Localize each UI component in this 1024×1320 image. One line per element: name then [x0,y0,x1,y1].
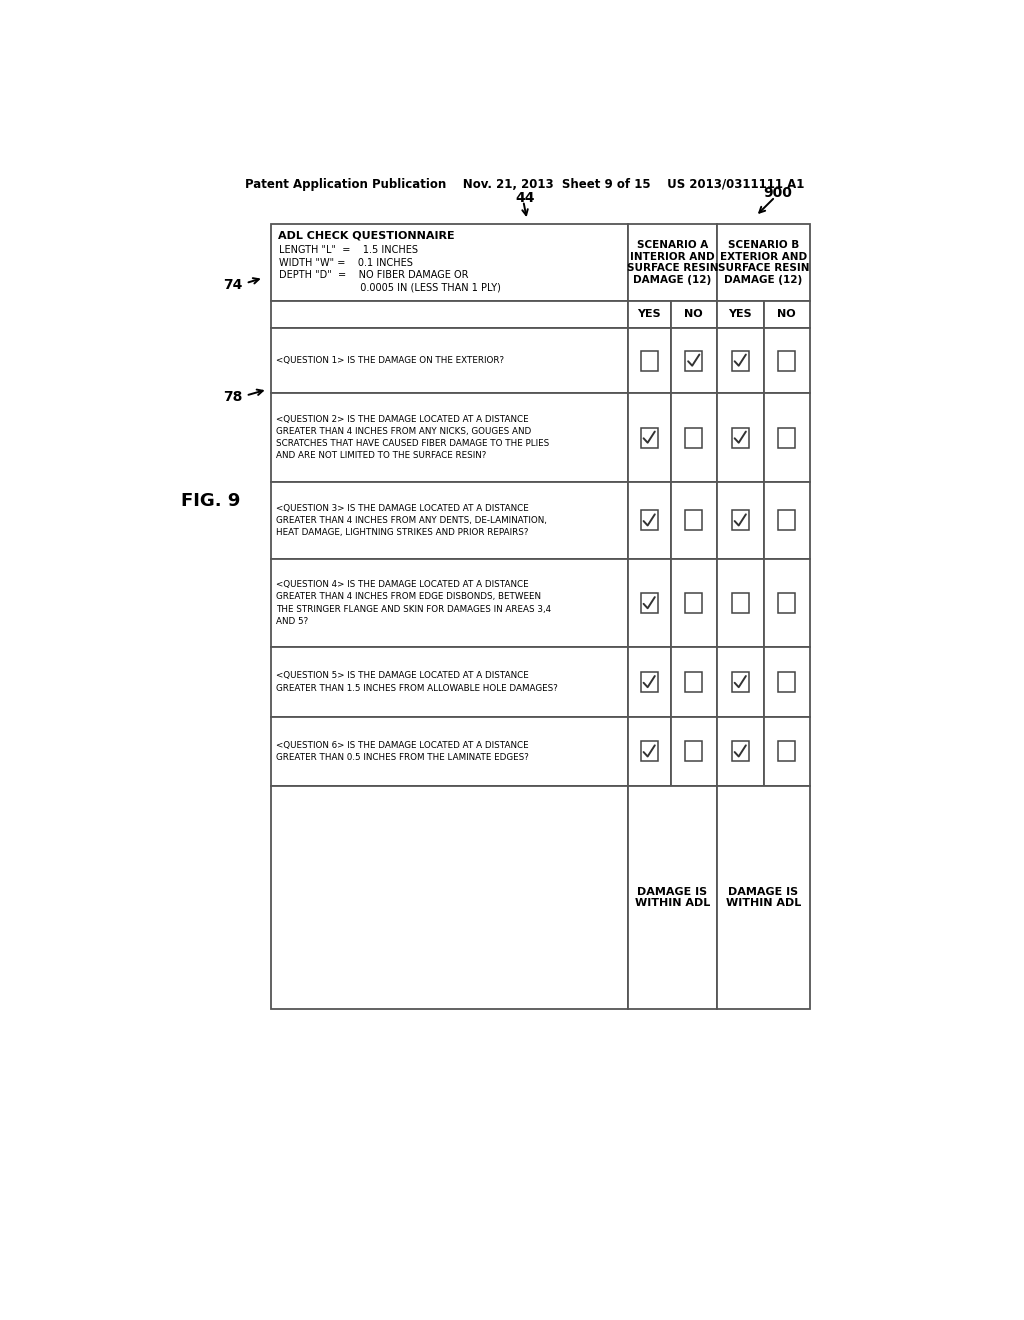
Text: NO: NO [684,309,703,319]
Bar [717,301,764,327]
Bar [271,393,628,482]
Bar [732,511,749,531]
Bar [778,672,796,692]
Text: DAMAGE IS
WITHIN ADL: DAMAGE IS WITHIN ADL [726,887,801,908]
Text: 0.0005 IN (LESS THAN 1 PLY): 0.0005 IN (LESS THAN 1 PLY) [280,282,501,292]
Bar [271,647,628,717]
Bar [628,393,671,482]
Bar [717,717,764,785]
Text: <QUESTION 2> IS THE DAMAGE LOCATED AT A DISTANCE
GREATER THAN 4 INCHES FROM ANY : <QUESTION 2> IS THE DAMAGE LOCATED AT A … [276,414,549,461]
Bar [732,742,749,762]
Bar [628,224,717,301]
Bar [717,482,764,558]
Bar [732,593,749,612]
Bar [717,327,764,393]
Text: 900: 900 [764,186,793,201]
Text: 74: 74 [223,279,243,293]
Text: <QUESTION 3> IS THE DAMAGE LOCATED AT A DISTANCE
GREATER THAN 4 INCHES FROM ANY : <QUESTION 3> IS THE DAMAGE LOCATED AT A … [276,504,547,537]
Text: <QUESTION 1> IS THE DAMAGE ON THE EXTERIOR?: <QUESTION 1> IS THE DAMAGE ON THE EXTERI… [276,356,504,366]
Text: <QUESTION 6> IS THE DAMAGE LOCATED AT A DISTANCE
GREATER THAN 0.5 INCHES FROM TH: <QUESTION 6> IS THE DAMAGE LOCATED AT A … [276,741,529,762]
Text: DAMAGE IS
WITHIN ADL: DAMAGE IS WITHIN ADL [635,887,710,908]
Bar [271,224,628,301]
Bar [641,511,657,531]
Text: ADL CHECK QUESTIONNAIRE: ADL CHECK QUESTIONNAIRE [278,230,455,240]
Bar [778,428,796,447]
Text: FIG. 9: FIG. 9 [180,492,240,510]
Bar [778,593,796,612]
Bar [685,593,702,612]
Bar [732,672,749,692]
Bar [641,742,657,762]
Bar [671,393,717,482]
Bar [671,558,717,647]
Bar [671,647,717,717]
Bar [271,785,628,1010]
Text: SCENARIO B
EXTERIOR AND
SURFACE RESIN
DAMAGE (12): SCENARIO B EXTERIOR AND SURFACE RESIN DA… [718,240,809,285]
Bar [628,647,671,717]
Bar [628,717,671,785]
Bar [764,647,810,717]
Bar [641,672,657,692]
Text: <QUESTION 5> IS THE DAMAGE LOCATED AT A DISTANCE
GREATER THAN 1.5 INCHES FROM AL: <QUESTION 5> IS THE DAMAGE LOCATED AT A … [276,672,558,693]
Bar [732,428,749,447]
Text: Patent Application Publication    Nov. 21, 2013  Sheet 9 of 15    US 2013/031111: Patent Application Publication Nov. 21, … [245,178,805,190]
Bar [628,482,671,558]
Bar [717,647,764,717]
Bar [271,482,628,558]
Text: WIDTH "W" =    0.1 INCHES: WIDTH "W" = 0.1 INCHES [280,257,413,268]
Bar [764,482,810,558]
Bar [628,301,671,327]
Bar [685,742,702,762]
Text: 78: 78 [223,391,243,404]
Bar [717,393,764,482]
Bar [641,428,657,447]
Bar [778,351,796,371]
Bar [685,672,702,692]
Bar [685,351,702,371]
Bar [271,301,628,327]
Bar [764,301,810,327]
Bar [628,785,717,1010]
Bar [732,351,749,371]
Bar [628,327,671,393]
Bar [271,558,628,647]
Text: SCENARIO A
INTERIOR AND
SURFACE RESIN
DAMAGE (12): SCENARIO A INTERIOR AND SURFACE RESIN DA… [627,240,718,285]
Bar [778,511,796,531]
Bar [717,558,764,647]
Bar [764,558,810,647]
Bar [671,327,717,393]
Text: LENGTH "L"  =    1.5 INCHES: LENGTH "L" = 1.5 INCHES [280,246,418,255]
Bar [628,558,671,647]
Bar [717,224,810,301]
Bar [671,301,717,327]
Bar [271,327,628,393]
Bar [764,717,810,785]
Bar [271,717,628,785]
Text: DEPTH "D"  =    NO FIBER DAMAGE OR: DEPTH "D" = NO FIBER DAMAGE OR [280,271,469,280]
Bar [641,351,657,371]
Bar [764,393,810,482]
Text: 44: 44 [515,191,535,206]
Text: YES: YES [728,309,752,319]
Bar [764,327,810,393]
Text: YES: YES [637,309,662,319]
Bar [671,717,717,785]
Bar [641,593,657,612]
Bar [717,785,810,1010]
Text: <QUESTION 4> IS THE DAMAGE LOCATED AT A DISTANCE
GREATER THAN 4 INCHES FROM EDGE: <QUESTION 4> IS THE DAMAGE LOCATED AT A … [276,581,551,626]
Bar [685,428,702,447]
Bar [685,511,702,531]
Bar [778,742,796,762]
Text: NO: NO [777,309,796,319]
Bar [671,482,717,558]
